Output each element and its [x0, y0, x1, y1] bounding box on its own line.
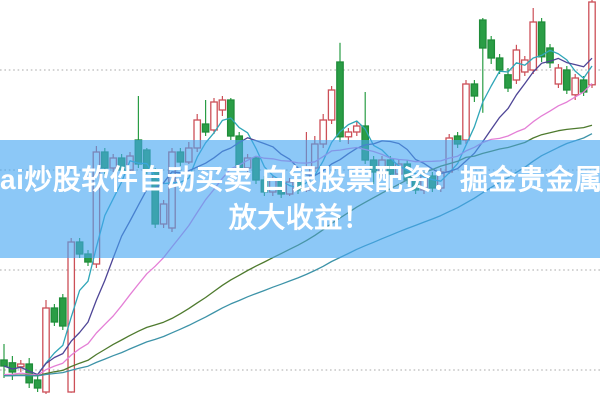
- banner-title-line1: ai炒股软件自动买卖 白银股票配资：掘金贵金属，: [0, 164, 600, 195]
- promo-banner: ai炒股软件自动买卖 白银股票配资：掘金贵金属， 放大收益！: [0, 140, 600, 258]
- banner-title-line2: 放大收益！: [228, 202, 372, 233]
